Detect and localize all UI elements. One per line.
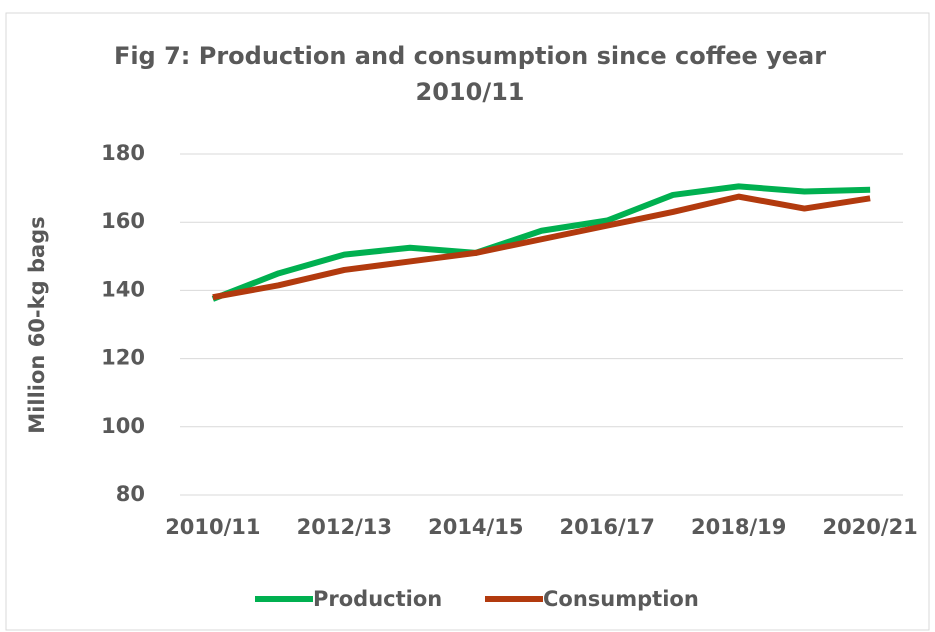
x-tick-label: 2014/15 [428, 515, 523, 539]
legend-label: Production [313, 587, 442, 611]
x-tick-label: 2020/21 [822, 515, 917, 539]
y-tick-label: 140 [101, 277, 145, 301]
y-tick-label: 100 [101, 414, 145, 438]
series-line [211, 183, 871, 302]
y-tick-label: 80 [116, 482, 145, 506]
y-axis-label: Million 60-kg bags [25, 216, 49, 433]
series-line [212, 193, 871, 301]
x-tick-label: 2018/19 [691, 515, 786, 539]
x-tick-label: 2010/11 [165, 515, 260, 539]
legend-label: Consumption [543, 587, 699, 611]
y-tick-label: 160 [101, 209, 145, 233]
y-tick-label: 180 [101, 141, 145, 165]
x-tick-label: 2016/17 [560, 515, 655, 539]
y-tick-label: 120 [101, 346, 145, 370]
chart-title: Fig 7: Production and consumption since … [113, 42, 827, 106]
chart-border [5, 12, 930, 631]
x-tick-label: 2012/13 [297, 515, 392, 539]
